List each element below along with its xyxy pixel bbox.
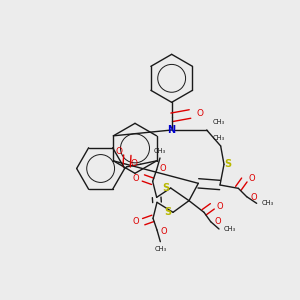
Text: CH₃: CH₃	[213, 135, 225, 141]
Text: O: O	[216, 202, 223, 211]
Text: CH₃: CH₃	[262, 200, 274, 206]
Text: N: N	[168, 125, 176, 135]
Text: CH₃: CH₃	[213, 119, 225, 125]
Text: S: S	[162, 183, 169, 193]
Text: O: O	[132, 173, 139, 182]
Text: O: O	[115, 147, 122, 156]
Text: O: O	[248, 174, 255, 183]
Text: O: O	[160, 164, 166, 173]
Text: S: S	[164, 207, 172, 217]
Text: S: S	[224, 159, 232, 169]
Text: CH₃: CH₃	[154, 246, 167, 252]
Text: CH₃: CH₃	[154, 148, 166, 154]
Text: O: O	[130, 159, 137, 168]
Text: O: O	[196, 110, 203, 118]
Text: O: O	[250, 193, 256, 202]
Text: O: O	[160, 227, 167, 236]
Text: O: O	[214, 217, 220, 226]
Text: CH₃: CH₃	[224, 226, 236, 232]
Text: O: O	[132, 217, 139, 226]
